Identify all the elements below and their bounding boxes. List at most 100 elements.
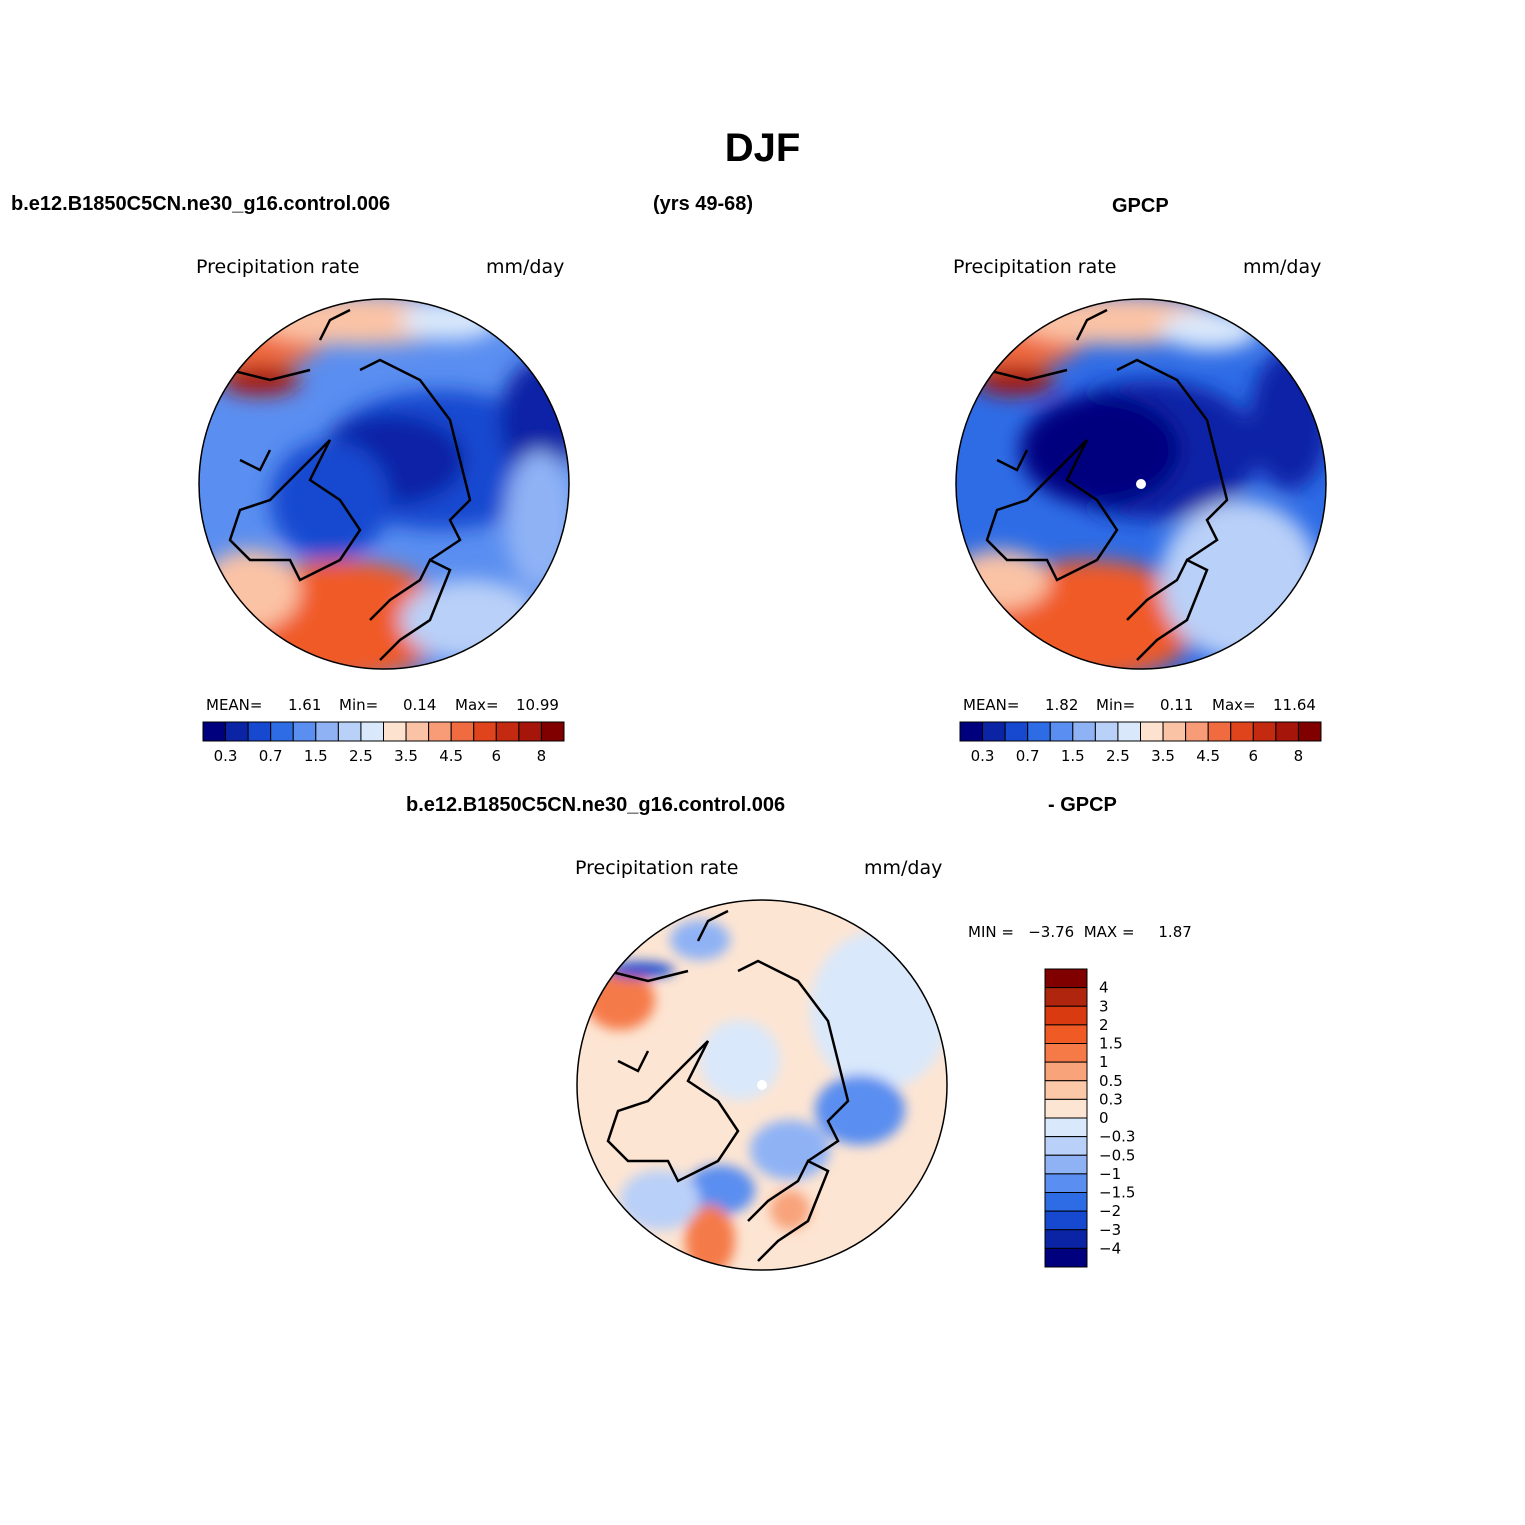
diff-colorbar-swatch	[1044, 1061, 1088, 1082]
years-label: (yrs 49-68)	[653, 193, 754, 215]
panel3-variable: Precipitation rate	[575, 857, 739, 879]
diff-colorbar-tick-label: 1.5	[1099, 1035, 1123, 1053]
gpcp-colorbar-tick-label: 8	[1294, 747, 1304, 765]
diff-colorbar-swatch	[1044, 1043, 1088, 1063]
model-colorbar-swatch	[270, 721, 294, 742]
diff-colorbar-tick-label: 4	[1099, 979, 1109, 997]
model-colorbar-tick-label: 6	[492, 747, 502, 765]
gpcp-colorbar-swatch	[1094, 721, 1119, 742]
diff-suffix-title: - GPCP	[1048, 794, 1117, 816]
gpcp-colorbar-swatch	[1207, 721, 1232, 742]
panel2-max-value: 11.64	[1273, 696, 1316, 714]
panel1-min-value: 0.14	[403, 696, 437, 714]
diff-colorbar-swatch	[1044, 1080, 1088, 1100]
diff-colorbar-tick-label: 0.3	[1099, 1090, 1123, 1108]
diff-colorbar-swatch	[1044, 987, 1088, 1007]
gpcp-colorbar-swatch	[1162, 721, 1187, 742]
diff-colorbar-tick-label: −0.5	[1099, 1146, 1135, 1164]
gpcp-colorbar-swatch	[1027, 721, 1051, 742]
diff-colorbar-tick-label: −1.5	[1099, 1184, 1135, 1202]
gpcp-colorbar-swatch	[1252, 721, 1277, 742]
diff-colorbar-swatch	[1044, 1024, 1088, 1044]
gpcp-colorbar-swatch	[1275, 721, 1299, 742]
diff-colorbar-swatch	[1044, 968, 1088, 989]
model-colorbar-swatch	[292, 721, 317, 742]
gpcp-colorbar-swatch	[982, 721, 1006, 742]
model-colorbar-tick-label: 8	[537, 747, 547, 765]
gpcp-colorbar: 0.3 0.7 1.5 2.5 3.5 4.5 6 8	[959, 721, 1322, 765]
panel2-max-label: Max=	[1212, 696, 1256, 714]
panel1-min-label: Min=	[339, 696, 379, 714]
gpcp-colorbar-tick-label: 4.5	[1196, 747, 1220, 765]
diff-colorbar-swatch	[1044, 1136, 1088, 1156]
diff-colorbar-swatch	[1044, 1192, 1088, 1212]
diff-case-title: b.e12.B1850C5CN.ne30_g16.control.006	[406, 794, 786, 816]
diff-colorbar-swatch	[1044, 1098, 1088, 1119]
model-colorbar-swatch	[540, 721, 565, 742]
diff-colorbar-tick-label: 0.5	[1099, 1072, 1123, 1090]
diff-colorbar-tick-label: −3	[1099, 1221, 1121, 1239]
diff-precip-map	[576, 899, 948, 1271]
panel2-min-value: 0.11	[1160, 696, 1194, 714]
model-colorbar-swatch	[450, 721, 475, 742]
figure-title: DJF	[724, 126, 801, 170]
model-colorbar-swatch	[315, 721, 339, 742]
diff-colorbar-tick-label: −0.3	[1099, 1128, 1135, 1146]
diff-colorbar-tick-label: 3	[1099, 997, 1109, 1015]
diff-colorbar-tick-label: −2	[1099, 1202, 1121, 1220]
gpcp-colorbar-tick-label: 0.7	[1016, 747, 1040, 765]
left-case-title: b.e12.B1850C5CN.ne30_g16.control.006	[11, 193, 391, 215]
model-colorbar-tick-label: 2.5	[349, 747, 373, 765]
panel1-units: mm/day	[486, 256, 565, 278]
panel2-mean-label: MEAN=	[963, 696, 1020, 714]
model-colorbar-swatch	[202, 721, 227, 742]
gpcp-colorbar-swatch	[1004, 721, 1029, 742]
gpcp-colorbar-swatch	[1140, 721, 1164, 742]
model-colorbar-tick-label: 0.7	[259, 747, 283, 765]
diff-colorbar-tick-label: 1	[1099, 1053, 1109, 1071]
panel1-variable: Precipitation rate	[196, 256, 360, 278]
model-colorbar: 0.3 0.7 1.5 2.5 3.5 4.5 6 8	[202, 721, 565, 765]
model-map-border	[198, 298, 570, 670]
panel1-max-value: 10.99	[516, 696, 559, 714]
diff-colorbar-tick-label: 0	[1099, 1109, 1109, 1127]
gpcp-colorbar-tick-label: 0.3	[971, 747, 995, 765]
panel1-max-label: Max=	[455, 696, 499, 714]
panel1-mean-value: 1.61	[288, 696, 322, 714]
model-colorbar-swatch	[383, 721, 407, 742]
gpcp-colorbar-tick-label: 6	[1249, 747, 1259, 765]
model-colorbar-swatch	[360, 721, 384, 742]
model-colorbar-swatch	[495, 721, 520, 742]
diff-colorbar-swatch	[1044, 1229, 1088, 1249]
model-precip-map	[198, 298, 570, 670]
diff-colorbar-swatch	[1044, 1005, 1088, 1026]
model-colorbar-swatch	[428, 721, 452, 742]
model-colorbar-swatch	[225, 721, 249, 742]
diff-map-border	[576, 899, 948, 1271]
diff-colorbar-tick-label: −4	[1099, 1239, 1121, 1257]
gpcp-colorbar-swatch	[959, 721, 984, 742]
diff-colorbar-tick-label: 2	[1099, 1016, 1109, 1034]
gpcp-colorbar-swatch	[1049, 721, 1074, 742]
diff-colorbar-swatch	[1044, 1210, 1088, 1231]
gpcp-colorbar-swatch	[1230, 721, 1254, 742]
panel2-variable: Precipitation rate	[953, 256, 1117, 278]
diff-colorbar-swatch	[1044, 1173, 1088, 1193]
model-colorbar-tick-label: 0.3	[214, 747, 238, 765]
diff-colorbar-swatch	[1044, 1117, 1088, 1138]
model-colorbar-tick-label: 1.5	[304, 747, 328, 765]
panel1-mean-label: MEAN=	[206, 696, 263, 714]
model-colorbar-tick-label: 4.5	[439, 747, 463, 765]
model-colorbar-swatch	[405, 721, 430, 742]
gpcp-colorbar-tick-label: 2.5	[1106, 747, 1130, 765]
gpcp-colorbar-swatch	[1117, 721, 1141, 742]
panel2-units: mm/day	[1243, 256, 1322, 278]
panel3-units: mm/day	[864, 857, 943, 879]
right-case-title: GPCP	[1112, 195, 1169, 217]
model-colorbar-swatch	[247, 721, 272, 742]
gpcp-map-border	[955, 298, 1327, 670]
gpcp-colorbar-swatch	[1072, 721, 1096, 742]
model-colorbar-swatch	[337, 721, 362, 742]
